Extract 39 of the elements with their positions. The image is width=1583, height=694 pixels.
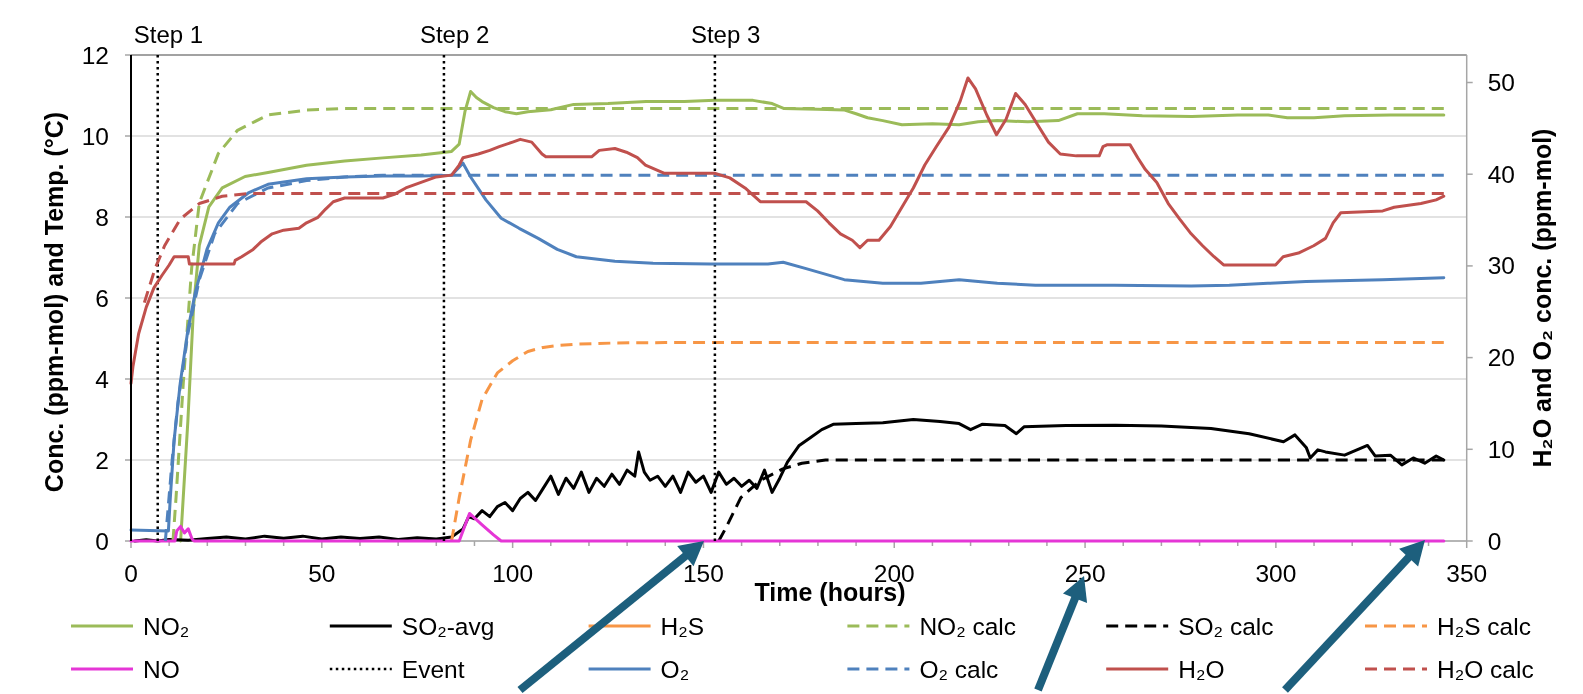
line-series [129, 511, 1446, 543]
x-tick-label: 50 [308, 560, 336, 587]
legend-label: O₂ [660, 655, 690, 683]
legend-label: Event [401, 655, 465, 683]
y2-tick-label: 50 [1487, 69, 1515, 97]
legend-label: SO₂-avg [401, 612, 495, 640]
y2-tick-label: 20 [1487, 344, 1515, 372]
annotation: Step 2 [419, 21, 490, 48]
x-tick-label: 150 [683, 560, 724, 587]
y-tick-label: 10 [81, 122, 109, 150]
y2-tick-label: 40 [1487, 160, 1515, 188]
line-series [450, 341, 1446, 543]
y2-axis-title: H₂O and O₂ conc. (ppm-mol) [1528, 128, 1556, 468]
annotation: Step 1 [133, 21, 204, 48]
x-tick-label: 100 [492, 560, 534, 587]
x-tick-label: 0 [124, 560, 138, 587]
y-tick-label: 0 [95, 527, 109, 555]
y-tick-label: 6 [95, 284, 109, 312]
legend-label: NO [143, 655, 180, 683]
legend-label: SO₂ calc [1178, 612, 1274, 640]
legend-label: NO₂ calc [919, 612, 1017, 640]
y-tick-label: 12 [81, 41, 109, 69]
legend-label: H₂S calc [1437, 612, 1531, 640]
legend-label: H₂O [1178, 655, 1225, 683]
y-axis-title: Conc. (ppm-mol) and Temp. (°C) [40, 111, 68, 493]
y-tick-label: 2 [95, 446, 109, 474]
x-tick-label: 250 [1064, 560, 1106, 587]
y2-tick-label: 10 [1487, 435, 1515, 463]
y2-tick-label: 30 [1487, 252, 1515, 280]
legend-label: H₂S [660, 612, 705, 640]
y2-tick-label: 0 [1487, 527, 1502, 555]
legend-label: O₂ calc [919, 655, 999, 683]
annotation: Step 3 [690, 21, 761, 48]
x-tick-label: 350 [1446, 560, 1488, 587]
x-tick-label: 300 [1255, 560, 1297, 587]
y-tick-label: 8 [95, 203, 109, 231]
legend-label: NO₂ [143, 612, 190, 640]
y-tick-label: 4 [95, 365, 109, 393]
legend-label: H₂O calc [1437, 655, 1534, 683]
